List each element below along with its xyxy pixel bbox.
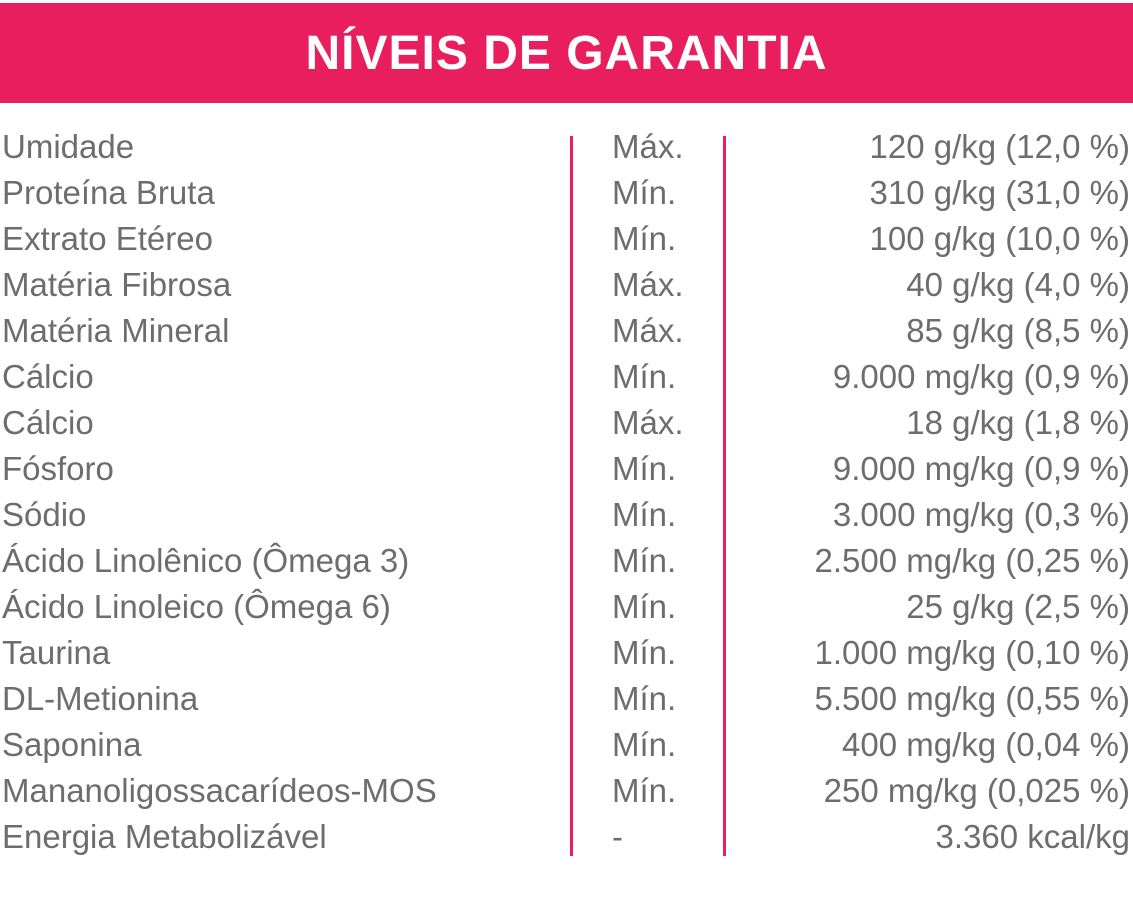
nutrient-value: 310 g/kg (31,0 %) (869, 174, 1131, 211)
guarantee-table: Umidade Máx. 120 g/kg (12,0 %) Proteína Bru… (0, 124, 1133, 860)
limit-type: Mín. (612, 358, 677, 395)
nutrient-name: Cálcio (2, 358, 94, 395)
limit-type: Mín. (612, 726, 677, 763)
table-row: Mananoligossacarídeos-MOS Mín. 250 mg/kg (… (0, 768, 1133, 814)
nutrient-value: 85 g/kg (8,5 %) (906, 312, 1130, 349)
table-row: Extrato Etéreo Mín. 100 g/kg (10,0 %) (0, 216, 1133, 262)
nutrient-name: Umidade (2, 128, 135, 165)
table-row: Saponina Mín. 400 mg/kg (0,04 %) (0, 722, 1133, 768)
limit-type: Mín. (612, 542, 677, 579)
limit-type: Máx. (612, 128, 684, 165)
nutrient-value: 40 g/kg (4,0 %) (906, 266, 1130, 303)
limit-type: Mín. (612, 772, 677, 809)
table-row: Ácido Linolênico (Ômega 3) Mín. 2.500 mg/k… (0, 538, 1133, 584)
nutrient-value: 3.000 mg/kg (0,3 %) (832, 496, 1130, 533)
nutrient-value: 250 mg/kg (0,025 %) (823, 772, 1130, 809)
table-row: Cálcio Mín. 9.000 mg/kg (0,9 %) (0, 354, 1133, 400)
limit-type: Mín. (612, 680, 677, 717)
table-row: Umidade Máx. 120 g/kg (12,0 %) (0, 124, 1133, 170)
nutrient-name: Cálcio (2, 404, 94, 441)
limit-type: Máx. (612, 266, 684, 303)
nutrient-name: Fósforo (2, 450, 114, 487)
nutrient-name: Taurina (2, 634, 111, 671)
table-row: Energia Metabolizável - 3.360 kcal/kg (0, 814, 1133, 860)
table-row: Ácido Linoleico (Ômega 6) Mín. 25 g/kg (2,… (0, 584, 1133, 630)
nutrient-name: Energia Metabolizável (2, 818, 327, 855)
title-banner: NÍVEIS DE GARANTIA (0, 3, 1133, 103)
limit-type: Mín. (612, 220, 677, 257)
nutrient-value: 1.000 mg/kg (0,10 %) (814, 634, 1131, 671)
nutrient-name: Extrato Etéreo (2, 220, 213, 257)
nutrient-name: DL-Metionina (2, 680, 199, 717)
table-row: DL-Metionina Mín. 5.500 mg/kg (0,55 %) (0, 676, 1133, 722)
nutrient-value: 5.500 mg/kg (0,55 %) (814, 680, 1131, 717)
table-row: Matéria Mineral Máx. 85 g/kg (8,5 %) (0, 308, 1133, 354)
table-row: Matéria Fibrosa Máx. 40 g/kg (4,0 %) (0, 262, 1133, 308)
limit-type: Mín. (612, 588, 677, 625)
nutrient-value: 3.360 kcal/kg (935, 818, 1130, 855)
nutrient-name: Sódio (2, 496, 87, 533)
nutrient-value: 9.000 mg/kg (0,9 %) (832, 450, 1130, 487)
column-divider-right (723, 136, 726, 856)
limit-type: Mín. (612, 450, 677, 487)
nutrient-value: 100 g/kg (10,0 %) (869, 220, 1131, 257)
nutrient-value: 9.000 mg/kg (0,9 %) (832, 358, 1130, 395)
nutrient-value: 400 mg/kg (0,04 %) (842, 726, 1130, 763)
nutrient-name: Ácido Linolênico (Ômega 3) (2, 542, 410, 579)
nutrient-name: Matéria Fibrosa (2, 266, 232, 303)
limit-type: Máx. (612, 312, 684, 349)
nutrient-name: Saponina (2, 726, 142, 763)
limit-type: Mín. (612, 496, 677, 533)
nutrient-name: Proteína Bruta (2, 174, 215, 211)
nutrient-value: 25 g/kg (2,5 %) (906, 588, 1130, 625)
nutrient-value: 2.500 mg/kg (0,25 %) (814, 542, 1131, 579)
nutrient-value: 120 g/kg (12,0 %) (869, 128, 1131, 165)
nutrient-value: 18 g/kg (1,8 %) (906, 404, 1130, 441)
table-row: Fósforo Mín. 9.000 mg/kg (0,9 %) (0, 446, 1133, 492)
column-divider-left (570, 136, 573, 856)
table-row: Proteína Bruta Mín. 310 g/kg (31,0 %) (0, 170, 1133, 216)
limit-type: Mín. (612, 634, 677, 671)
limit-type: - (612, 818, 623, 855)
nutrient-name: Mananoligossacarídeos-MOS (2, 772, 437, 809)
page-title: NÍVEIS DE GARANTIA (305, 26, 828, 80)
nutrient-name: Ácido Linoleico (Ômega 6) (2, 588, 391, 625)
limit-type: Máx. (612, 404, 684, 441)
limit-type: Mín. (612, 174, 677, 211)
table-row: Cálcio Máx. 18 g/kg (1,8 %) (0, 400, 1133, 446)
table-row: Sódio Mín. 3.000 mg/kg (0,3 %) (0, 492, 1133, 538)
nutrient-name: Matéria Mineral (2, 312, 230, 349)
table-row: Taurina Mín. 1.000 mg/kg (0,10 %) (0, 630, 1133, 676)
